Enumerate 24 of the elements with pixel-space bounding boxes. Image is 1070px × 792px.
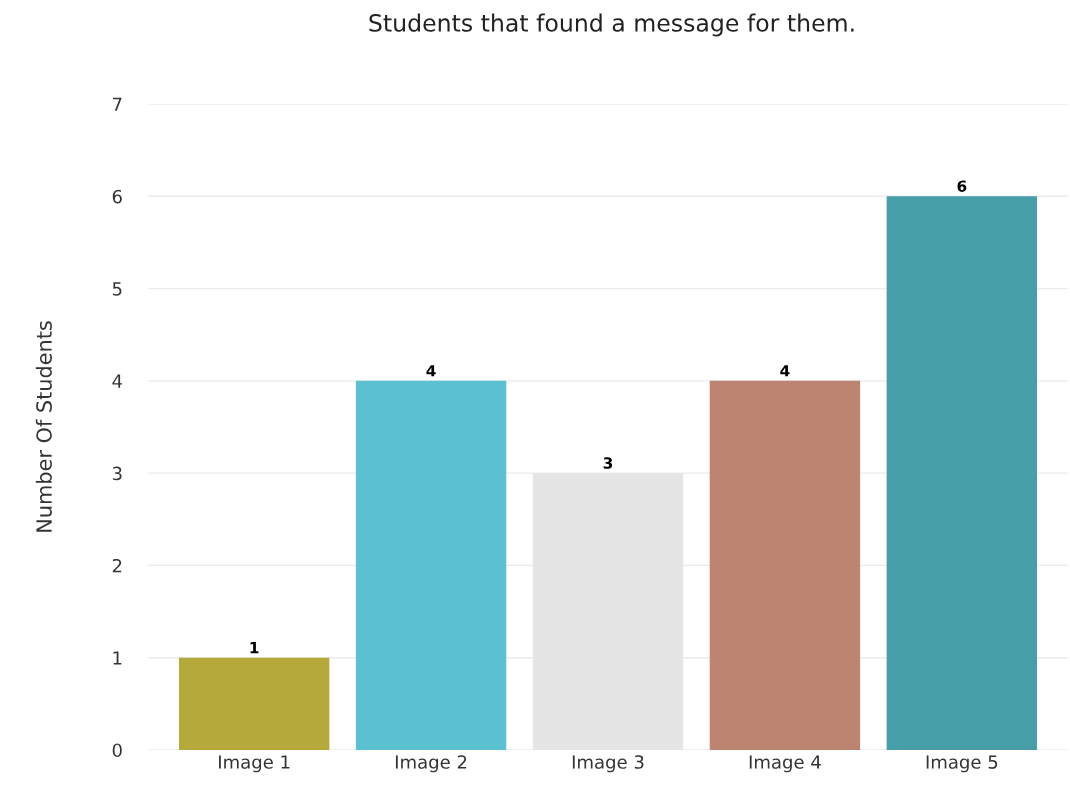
data-label: 4 <box>780 365 790 377</box>
y-tick-label: 2 <box>112 558 122 573</box>
data-label: 3 <box>603 457 613 469</box>
y-tick-label: 0 <box>112 743 122 758</box>
y-tick-label: 3 <box>112 466 122 481</box>
y-tick-label: 7 <box>112 97 122 111</box>
bar <box>355 380 507 750</box>
data-label: 6 <box>957 180 967 192</box>
y-tick-label: 5 <box>112 282 122 296</box>
bar <box>886 196 1038 750</box>
y-tick-label: 1 <box>113 651 122 665</box>
x-tick-label: Image 5 <box>926 755 998 773</box>
x-tick-label: Image 2 <box>395 755 467 773</box>
chart-title: Students that found a message for them. <box>369 13 854 37</box>
y-tick-label: 6 <box>112 189 122 204</box>
bar <box>709 380 861 750</box>
data-label: 1 <box>250 642 259 654</box>
x-tick-label: Image 3 <box>572 755 644 773</box>
x-tick-label: Image 1 <box>219 755 290 773</box>
bar <box>178 657 330 750</box>
x-tick-label: Image 4 <box>749 755 821 773</box>
y-axis-title: Number Of Students <box>35 321 52 532</box>
data-label: 4 <box>426 365 436 377</box>
y-tick-label: 4 <box>112 374 122 388</box>
